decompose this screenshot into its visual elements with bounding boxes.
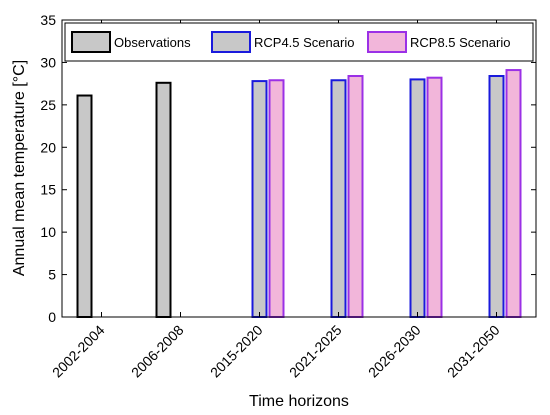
bar-observations-2002-2004: [76, 94, 93, 318]
x-tick-label: 2002-2004: [49, 322, 108, 381]
legend-label: RCP8.5 Scenario: [410, 35, 510, 50]
legend-label: RCP4.5 Scenario: [254, 35, 354, 50]
legend-box: [64, 22, 534, 62]
x-tick-label: 2006-2008: [128, 322, 187, 381]
x-axis-title: Time horizons: [249, 393, 349, 410]
y-tick-label: 15: [40, 182, 56, 198]
y-axis-title: Annual mean temperature [°C]: [11, 60, 28, 276]
plot-frame: [61, 19, 537, 318]
y-tick-label: 10: [40, 224, 56, 240]
legend-swatch-observations: [71, 31, 111, 53]
bar-rcp4-5-scenario-2021-2025: [330, 79, 347, 319]
x-tick-label: 2015-2020: [207, 322, 266, 381]
bar-rcp4-5-scenario-2015-2020: [251, 80, 268, 319]
legend-label: Observations: [114, 35, 191, 50]
legend-swatch-rcp8-5-scenario: [367, 31, 407, 53]
y-tick-label: 5: [48, 267, 56, 283]
legend: Observations RCP4.5 Scenario RCP8.5 Scenar…: [64, 22, 534, 62]
bar-rcp4-5-scenario-2031-2050: [488, 75, 505, 319]
bar-rcp8-5-scenario-2031-2050: [505, 69, 522, 318]
bar-rcp4-5-scenario-2026-2030: [409, 78, 426, 319]
x-tick-label: 2031-2050: [444, 322, 503, 381]
y-axis: 0 5 10 15 20 25 30 35: [40, 12, 536, 325]
x-tick-label: 2026-2030: [365, 322, 424, 381]
bar-observations-2006-2008: [155, 81, 172, 319]
y-tick-label: 25: [40, 97, 56, 113]
bars-layer: [76, 69, 522, 319]
y-tick-label: 35: [40, 12, 56, 28]
y-tick-label: 0: [48, 309, 56, 325]
y-tick-label: 30: [40, 54, 56, 70]
bar-rcp8-5-scenario-2021-2025: [347, 75, 364, 319]
y-tick-label: 20: [40, 139, 56, 155]
bar-rcp8-5-scenario-2015-2020: [268, 79, 285, 319]
legend-swatch-rcp4-5-scenario: [211, 31, 251, 53]
x-tick-label: 2021-2025: [286, 322, 345, 381]
bar-rcp8-5-scenario-2026-2030: [426, 76, 443, 319]
